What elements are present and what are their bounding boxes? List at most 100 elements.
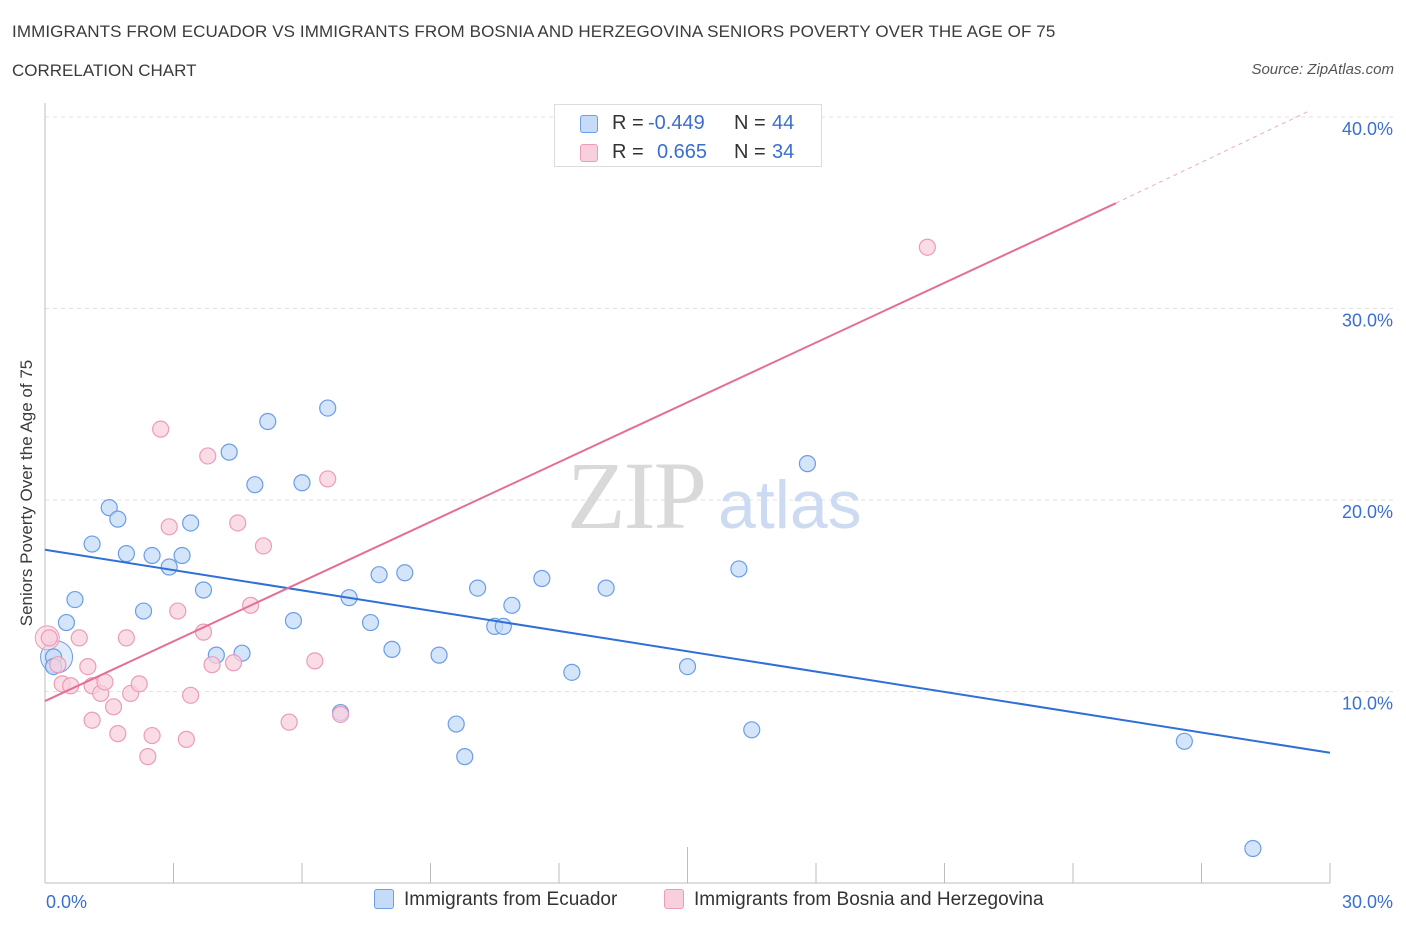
point-bosnia	[199, 447, 217, 465]
point-bosnia	[130, 675, 148, 693]
point-ecuador	[284, 612, 303, 630]
legend-row-ecuador: R = -0.449 N = 44	[555, 110, 821, 138]
point-ecuador	[220, 443, 238, 461]
legend-n-label: N =	[734, 141, 766, 163]
point-bosnia	[117, 629, 135, 647]
trend-lines	[44, 110, 1331, 754]
y-tick-label: 30.0%	[1342, 311, 1393, 331]
point-bosnia	[306, 652, 324, 670]
legend-swatch-ecuador	[374, 889, 394, 909]
legend-n-label: N =	[734, 112, 766, 134]
point-ecuador	[563, 663, 581, 681]
point-ecuador	[117, 545, 135, 563]
point-ecuador	[143, 546, 161, 565]
point-ecuador	[597, 579, 615, 597]
point-ecuador	[160, 558, 178, 576]
point-ecuador	[1175, 732, 1193, 750]
tick-labels: 10.0% 20.0% 30.0% 40.0% 0.0% 30.0%	[46, 119, 1393, 912]
point-bosnia	[49, 656, 67, 674]
y-tick-label: 10.0%	[1342, 694, 1393, 714]
point-ecuador	[1244, 839, 1262, 858]
point-ecuador	[83, 535, 101, 553]
watermark-atlas: atlas	[718, 467, 862, 543]
legend-n-value: 44	[772, 112, 795, 134]
trend-line-ecuador	[44, 548, 1331, 754]
legend-swatch-ecuador	[580, 115, 598, 133]
point-bosnia	[918, 238, 936, 256]
point-ecuador	[396, 564, 414, 582]
legend-n-value: 34	[772, 141, 795, 163]
point-bosnia	[143, 726, 161, 745]
point-bosnia	[254, 537, 273, 555]
point-ecuador	[678, 658, 697, 676]
legend-r-label: R =	[612, 141, 644, 163]
chart-subtitle: CORRELATION CHART	[12, 61, 197, 80]
point-ecuador	[469, 579, 487, 597]
point-ecuador	[293, 474, 311, 492]
point-bosnia	[182, 686, 200, 704]
point-bosnia	[139, 748, 157, 766]
trend-line-bosnia-extension	[1115, 110, 1309, 204]
point-ecuador	[361, 613, 380, 632]
point-ecuador	[730, 560, 748, 578]
point-ecuador	[57, 613, 76, 632]
point-ecuador	[173, 546, 191, 565]
point-bosnia	[83, 711, 101, 729]
stats-legend: R = -0.449 N = 44 R = 0.665 N = 34	[554, 104, 822, 167]
x-tick-label: 0.0%	[46, 892, 87, 912]
point-bosnia	[104, 698, 123, 716]
point-ecuador	[533, 569, 551, 588]
point-ecuador	[430, 646, 448, 664]
point-ecuador	[66, 590, 84, 609]
legend-swatch-bosnia	[664, 889, 684, 909]
point-ecuador	[182, 514, 200, 532]
axes	[44, 103, 1331, 884]
point-bosnia	[177, 730, 195, 748]
point-ecuador	[798, 455, 817, 473]
point-ecuador	[259, 412, 277, 431]
legend-r-value: 0.665	[657, 141, 708, 163]
point-ecuador	[503, 596, 521, 614]
point-bosnia	[169, 602, 187, 620]
legend-swatch-bosnia	[580, 144, 598, 162]
watermark-zip: ZIP	[567, 442, 705, 549]
legend-label-ecuador: Immigrants from Ecuador	[404, 889, 618, 910]
point-bosnia	[152, 420, 170, 438]
legend-r-value: -0.449	[648, 112, 705, 134]
point-ecuador	[109, 510, 127, 528]
point-bosnia	[229, 514, 247, 532]
point-bosnia	[203, 656, 221, 674]
point-ecuador	[100, 499, 118, 517]
legend-row-bosnia: R = 0.665 N = 34	[555, 139, 821, 167]
point-ecuador	[456, 748, 474, 766]
point-ecuador	[194, 581, 213, 599]
y-tick-label: 20.0%	[1342, 502, 1393, 522]
watermark: ZIP atlas	[567, 442, 862, 549]
point-ecuador	[447, 715, 465, 733]
y-tick-label: 40.0%	[1342, 119, 1393, 139]
point-ecuador	[370, 566, 388, 584]
point-ecuador	[743, 721, 761, 739]
point-bosnia	[160, 518, 178, 536]
point-bosnia	[70, 629, 88, 647]
chart-title: IMMIGRANTS FROM ECUADOR VS IMMIGRANTS FR…	[12, 22, 1056, 41]
point-ecuador	[246, 476, 264, 494]
point-bosnia	[79, 658, 97, 676]
chart-source: Source: ZipAtlas.com	[1251, 61, 1394, 78]
point-bosnia	[40, 629, 58, 647]
point-bosnia	[109, 725, 127, 743]
point-ecuador	[319, 399, 337, 417]
legend-label-bosnia: Immigrants from Bosnia and Herzegovina	[694, 889, 1044, 910]
trend-line-bosnia	[44, 202, 1117, 702]
point-bosnia	[319, 470, 337, 488]
point-bosnia	[280, 713, 298, 731]
point-ecuador	[134, 602, 153, 620]
legend-item-ecuador: Immigrants from Ecuador	[374, 889, 617, 911]
x-tick-label: 30.0%	[1342, 892, 1393, 912]
legend-r-label: R =	[612, 112, 644, 134]
point-ecuador	[383, 640, 401, 658]
point-bosnia	[331, 705, 350, 724]
point-bosnia	[224, 654, 243, 672]
legend-item-bosnia: Immigrants from Bosnia and Herzegovina	[664, 889, 1044, 911]
